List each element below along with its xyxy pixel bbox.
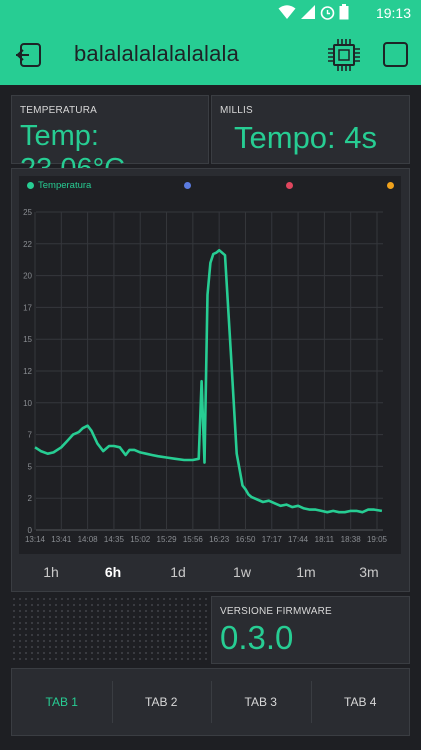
temperatura-label: TEMPERATURA [20,105,98,116]
legend-dot-red-icon [286,182,293,189]
legend-dot-icon [27,181,34,189]
tab-divider [211,681,212,723]
stop-icon[interactable] [383,42,408,67]
time-range-6h[interactable]: 6h [104,564,122,580]
tab-divider [111,681,113,723]
firmware-value: 0.3.0 [220,619,294,656]
page-title: balalalalalalalala [74,41,240,66]
wifi-icon [278,5,296,19]
empty-widget-space [11,596,209,664]
millis-value: Tempo: 4s [234,120,378,155]
legend-dot-blue-icon [184,182,191,189]
time-range-1h[interactable]: 1h [43,564,59,580]
time-range-3m[interactable]: 3m [359,564,379,580]
chart-plot-area [19,176,401,554]
firmware-widget[interactable]: VERSIONE FIRMWARE 0.3.0 [211,596,410,664]
tab-2[interactable]: TAB 2 [145,695,178,709]
tab-4[interactable]: TAB 4 [344,695,377,709]
status-time: 19:13 [375,5,411,21]
cellular-signal-icon [301,5,315,19]
tab-1[interactable]: TAB 1 [45,695,78,709]
battery-icon [339,4,349,20]
time-range-1d[interactable]: 1d [170,564,186,580]
time-range-1w[interactable]: 1w [233,564,251,580]
tab-divider [310,681,312,723]
tab-bar: TAB 1 TAB 2 TAB 3 TAB 4 [11,668,410,736]
time-range-selector: 1h 6h 1d 1w 1m 3m [11,556,410,592]
legend-entry-temperatura: Temperatura [38,179,92,191]
chart-legend: Temperatura [27,178,91,192]
status-bar: 19:13 [0,0,421,25]
alarm-icon [320,5,335,20]
temperatura-widget[interactable]: TEMPERATURA Temp: 23.06°C [11,95,209,185]
firmware-label: VERSIONE FIRMWARE [220,606,332,617]
millis-widget[interactable]: MILLIS Tempo: 4s [211,95,410,164]
tab-3[interactable]: TAB 3 [244,695,277,709]
legend-dot-orange-icon [387,182,394,189]
device-chip-icon[interactable] [327,38,361,72]
exit-project-icon[interactable] [14,41,42,69]
millis-label: MILLIS [220,105,253,116]
app-bar: balalalalalalalala [0,25,421,85]
time-range-1m[interactable]: 1m [296,564,316,580]
